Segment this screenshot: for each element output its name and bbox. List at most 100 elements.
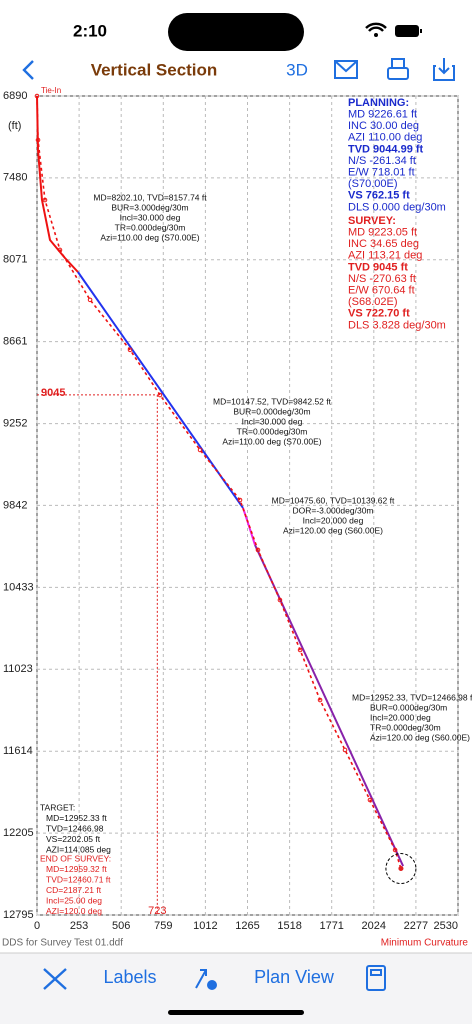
tie-in-label: Tie-In <box>41 86 61 95</box>
annotation-line: TR=0.000deg/30m <box>370 722 441 732</box>
x-tick-label: 253 <box>70 920 88 932</box>
file-name: DDS for Survey Test 01.ddf <box>2 938 123 949</box>
annotation-line: Azi=120.00 deg (S60.00E) <box>283 525 383 535</box>
well-path <box>77 271 244 509</box>
end-survey-line: TVD=12460.71 ft <box>46 874 111 884</box>
mail-button[interactable] <box>334 60 358 79</box>
status-time: 2:10 <box>73 21 107 40</box>
annotation-line: Azi=110.00 deg (S70.00E) <box>222 436 321 446</box>
labels-button[interactable]: Labels <box>103 967 156 987</box>
end-survey-line: MD=12959.32 ft <box>46 864 107 874</box>
planning-line: (S70.00E) <box>348 178 398 190</box>
end-survey-line: CD=2187.21 ft <box>46 885 102 895</box>
survey-point <box>342 747 348 753</box>
x-tick-label: 1265 <box>235 920 259 932</box>
y-tick-label: 8071 <box>3 254 27 266</box>
method: Minimum Curvature <box>381 938 469 949</box>
y-tick-label: 11023 <box>3 663 33 675</box>
survey-line: SURVEY: <box>348 215 396 227</box>
download-button[interactable] <box>433 58 455 81</box>
home-indicator <box>168 1010 304 1015</box>
target-line: AZI=114.085 deg <box>46 844 111 854</box>
planning-line: TVD 9044.99 ft <box>348 143 424 155</box>
nav-title: Vertical Section <box>91 60 218 79</box>
target-point <box>398 866 404 872</box>
back-button[interactable] <box>22 60 34 80</box>
annotation-line: MD=10475.60, TVD=10139.62 ft <box>272 495 395 505</box>
annotation-line: Incl=20.000 deg <box>370 712 431 722</box>
survey-point <box>42 197 48 203</box>
planning-line: DLS 0.000 deg/30m <box>348 201 446 213</box>
print-button[interactable] <box>387 58 409 80</box>
survey-point <box>127 347 133 353</box>
planning-line: AZI 110.00 deg <box>348 132 422 144</box>
x-tick-label: 0 <box>34 920 40 932</box>
plan-view-button[interactable]: Plan View <box>254 967 335 987</box>
calculator-button[interactable] <box>366 965 386 991</box>
survey-point <box>277 597 283 603</box>
y-tick-label: 10433 <box>3 581 34 593</box>
x-tick-label: 1771 <box>319 920 343 932</box>
annotation-line: DOR=-3.000deg/30m <box>292 505 373 515</box>
survey-point <box>197 447 203 453</box>
gesture-button[interactable] <box>195 969 217 990</box>
annotation-line: TR=0.000deg/30m <box>237 426 308 436</box>
survey-line: DLS 3.828 deg/30m <box>348 319 446 331</box>
end-survey-line: AZI=120.0 deg <box>46 906 102 916</box>
annotation-line: Azi=120.00 deg (S60.00E) <box>370 732 470 742</box>
x-tick-label: 2024 <box>362 920 386 932</box>
target-line: TARGET: <box>40 802 75 812</box>
annotation-line: MD=10147.52, TVD=9842.52 ft <box>213 396 332 406</box>
annotation-line: BUR=0.000deg/30m <box>233 406 310 416</box>
survey-point <box>34 93 40 99</box>
3d-button[interactable]: 3D <box>286 60 308 79</box>
crosshair-y-label: 9045 <box>41 387 65 399</box>
chart: 0 253 506 759 1012 1265 1518 1771 2024 2277 2530 68… <box>3 86 472 932</box>
x-tick-label: 506 <box>112 920 130 932</box>
y-tick-label: 8661 <box>3 336 27 348</box>
annotation-line: Incl=20.000 deg <box>303 515 364 525</box>
planning-line: PLANNING: <box>348 97 409 109</box>
annotation-line: Incl=30.000 deg <box>120 212 181 222</box>
survey-line: VS 722.70 ft <box>348 308 410 320</box>
planning-line: N/S -261.34 ft <box>348 155 416 167</box>
survey-point <box>157 392 163 398</box>
y-tick-label: 12205 <box>3 827 34 839</box>
survey-point <box>237 497 243 503</box>
y-tick-label: 6890 <box>3 90 27 102</box>
end-survey-line: END OF SURVEY: <box>40 853 111 863</box>
y-tick-label: 12795 <box>3 909 34 921</box>
y-axis-unit: (ft) <box>8 120 21 132</box>
survey-line: INC 34.65 deg <box>348 238 419 250</box>
annotation-line: TR=0.000deg/30m <box>115 222 186 232</box>
annotation-line: Azi=110.00 deg (S70.00E) <box>100 232 199 242</box>
survey-point <box>317 697 323 703</box>
survey-line: E/W 670.64 ft <box>348 285 415 297</box>
dynamic-island <box>168 13 304 51</box>
y-tick-label: 7480 <box>3 172 27 184</box>
crosshair-x-label: 723 <box>148 905 166 917</box>
survey-point <box>57 247 63 253</box>
annotation-line: BUR=3.000deg/30m <box>111 202 188 212</box>
y-tick-label: 11614 <box>3 745 33 757</box>
annotation-line: MD=8202.10, TVD=8157.74 ft <box>93 192 207 202</box>
survey-point <box>367 797 373 803</box>
survey-line: (S68.02E) <box>348 296 398 308</box>
survey-line: TVD 9045 ft <box>348 261 408 273</box>
x-tick-label: 1012 <box>193 920 217 932</box>
survey-point <box>35 137 41 143</box>
target-line: MD=12952.33 ft <box>46 813 107 823</box>
x-tick-label: 759 <box>154 920 172 932</box>
status-icons <box>365 22 422 37</box>
x-tick-label: 1518 <box>277 920 301 932</box>
survey-point <box>87 297 93 303</box>
survey-line: MD 9223.05 ft <box>348 227 417 239</box>
survey-line: N/S -270.63 ft <box>348 273 416 285</box>
target-line: TVD=12466.98 <box>46 823 104 833</box>
planning-line: MD 9226.61 ft <box>348 109 417 121</box>
survey-point <box>297 647 303 653</box>
well-path <box>36 95 402 869</box>
target-line: VS=2202.05 ft <box>46 834 101 844</box>
tools-button[interactable] <box>43 968 67 990</box>
